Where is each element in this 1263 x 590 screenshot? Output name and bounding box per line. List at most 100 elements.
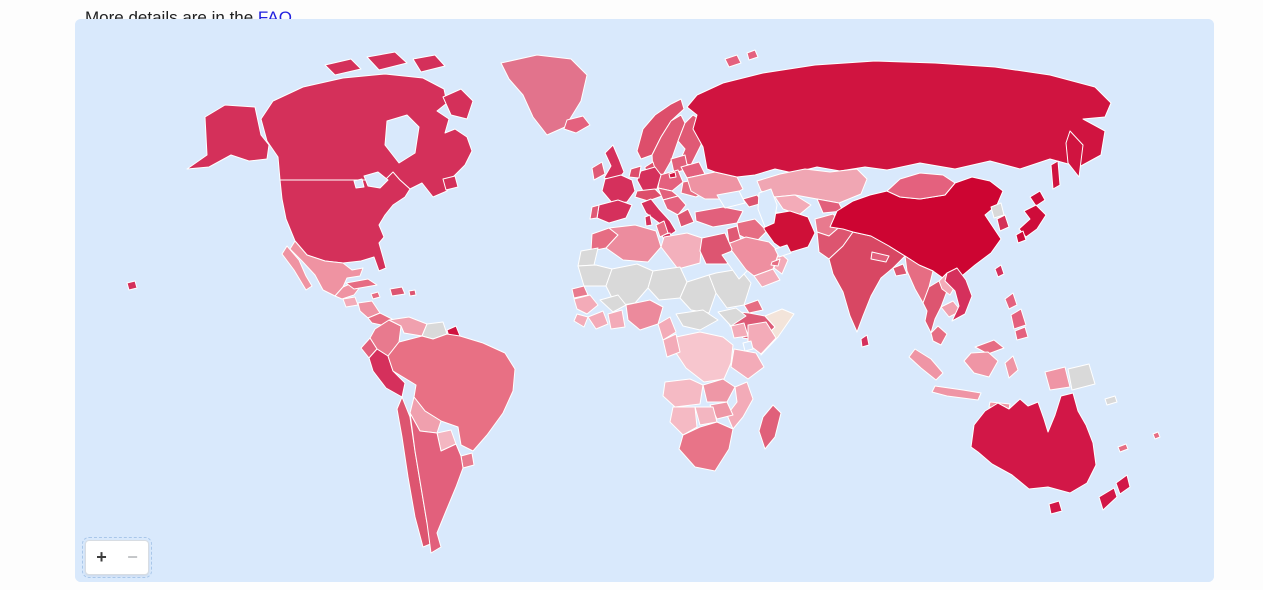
country-argentina[interactable] xyxy=(409,412,464,554)
country-uae[interactable] xyxy=(770,258,781,267)
country-vietnam[interactable] xyxy=(944,267,973,322)
country-guinea[interactable] xyxy=(573,294,599,315)
country-ireland[interactable] xyxy=(591,161,606,181)
country-gabon-congo[interactable] xyxy=(662,333,681,358)
country-ivory-coast[interactable] xyxy=(587,310,609,330)
country-bangladesh[interactable] xyxy=(892,263,908,277)
country-indonesia-papua[interactable] xyxy=(1044,366,1071,391)
country-sierra-liberia[interactable] xyxy=(573,313,589,328)
intro-suffix: . xyxy=(291,8,297,27)
country-algeria[interactable] xyxy=(605,224,662,263)
country-nepal[interactable] xyxy=(870,251,890,263)
country-fiji[interactable] xyxy=(1152,431,1161,440)
country-cuba[interactable] xyxy=(345,278,378,290)
black-sea xyxy=(716,190,746,209)
country-south-korea[interactable] xyxy=(996,214,1010,232)
country-philippines-mindanao[interactable] xyxy=(1014,326,1029,341)
country-japan-hokkaido[interactable] xyxy=(1029,190,1046,207)
country-svalbard-2[interactable] xyxy=(746,49,759,61)
country-eritrea[interactable] xyxy=(743,299,764,314)
country-new-caledonia[interactable] xyxy=(1117,443,1129,453)
country-hispaniola[interactable] xyxy=(389,286,406,297)
great-lakes-2 xyxy=(353,178,365,189)
caspian-sea xyxy=(757,188,778,228)
country-italy-sardinia[interactable] xyxy=(644,214,653,227)
country-indonesia-sulawesi[interactable] xyxy=(1004,355,1019,379)
country-drc[interactable] xyxy=(673,331,734,383)
country-canada-island[interactable] xyxy=(412,54,446,73)
country-svalbard[interactable] xyxy=(724,54,742,68)
country-malaysia-borneo[interactable] xyxy=(974,339,1005,355)
country-madagascar[interactable] xyxy=(758,404,782,450)
country-jamaica[interactable] xyxy=(370,291,381,300)
persian-gulf xyxy=(774,244,792,258)
country-yemen[interactable] xyxy=(753,268,781,288)
country-norway[interactable] xyxy=(636,98,685,160)
country-zambia[interactable] xyxy=(702,378,736,403)
country-solomon[interactable] xyxy=(1104,395,1118,406)
country-japan-honshu[interactable] xyxy=(1018,204,1047,238)
country-ghana[interactable] xyxy=(607,309,626,330)
country-philippines-visayas[interactable] xyxy=(1010,308,1027,330)
country-netherlands-belgium[interactable] xyxy=(628,165,642,179)
country-france[interactable] xyxy=(601,174,636,205)
country-switzerland-austria[interactable] xyxy=(634,188,663,202)
country-canada-newfoundland[interactable] xyxy=(442,175,459,191)
country-new-zealand-north[interactable] xyxy=(1115,474,1131,495)
country-philippines-luzon[interactable] xyxy=(1004,292,1018,310)
country-libya[interactable] xyxy=(660,232,703,270)
country-russia-sakhalin[interactable] xyxy=(1050,160,1061,190)
country-australia[interactable] xyxy=(970,392,1097,494)
country-new-zealand-south[interactable] xyxy=(1098,487,1118,511)
country-japan-kyushu[interactable] xyxy=(1015,230,1027,244)
country-mozambique[interactable] xyxy=(726,381,754,430)
country-greece[interactable] xyxy=(676,208,695,228)
country-indonesia-borneo[interactable] xyxy=(963,351,999,378)
country-alaska[interactable] xyxy=(186,104,270,170)
country-tanzania[interactable] xyxy=(730,348,765,380)
country-namibia[interactable] xyxy=(669,406,698,436)
country-guatemala[interactable] xyxy=(342,296,359,308)
country-south-africa[interactable] xyxy=(678,421,734,472)
country-central-african-republic[interactable] xyxy=(675,309,719,331)
country-kenya[interactable] xyxy=(747,321,777,355)
lake-victoria xyxy=(742,340,754,352)
country-thailand[interactable] xyxy=(922,280,948,334)
country-canada-baffin[interactable] xyxy=(442,88,474,120)
country-cameroon[interactable] xyxy=(657,316,677,341)
country-iceland[interactable] xyxy=(563,115,591,134)
country-mexico-baja[interactable] xyxy=(281,245,313,291)
country-hawaii[interactable] xyxy=(126,280,138,291)
country-south-sudan[interactable] xyxy=(717,307,747,327)
zoom-in-button[interactable]: + xyxy=(86,542,117,573)
country-indonesia-sumatra[interactable] xyxy=(908,348,944,381)
country-brazil[interactable] xyxy=(387,333,516,452)
country-australia-tasmania[interactable] xyxy=(1048,500,1063,515)
country-tunisia[interactable] xyxy=(655,220,669,238)
country-uzbekistan[interactable] xyxy=(774,194,812,216)
country-peru[interactable] xyxy=(368,348,406,398)
world-choropleth-map[interactable]: + − xyxy=(75,19,1214,582)
country-russia-kamchatka[interactable] xyxy=(1065,130,1084,178)
great-lakes xyxy=(363,171,389,189)
country-balkans[interactable] xyxy=(662,195,687,216)
country-portugal[interactable] xyxy=(589,204,600,220)
country-iran[interactable] xyxy=(763,210,816,254)
country-canada-island[interactable] xyxy=(324,58,362,76)
country-canada-island[interactable] xyxy=(366,51,408,71)
country-indonesia-java[interactable] xyxy=(931,385,982,401)
country-malaysia-peninsula[interactable] xyxy=(930,325,948,346)
country-taiwan[interactable] xyxy=(994,264,1005,278)
zoom-out-button[interactable]: − xyxy=(117,542,148,573)
country-puerto-rico[interactable] xyxy=(408,289,417,297)
map-canvas[interactable] xyxy=(75,19,1214,582)
country-russia-kaliningrad[interactable] xyxy=(668,171,677,179)
country-mongolia[interactable] xyxy=(886,172,956,200)
country-sri-lanka[interactable] xyxy=(860,334,870,348)
country-germany[interactable] xyxy=(636,166,662,192)
country-mexico[interactable] xyxy=(289,240,364,297)
country-canada[interactable] xyxy=(260,73,473,198)
country-angola[interactable] xyxy=(662,378,704,408)
country-png[interactable] xyxy=(1067,363,1096,391)
country-russia[interactable] xyxy=(686,60,1112,178)
